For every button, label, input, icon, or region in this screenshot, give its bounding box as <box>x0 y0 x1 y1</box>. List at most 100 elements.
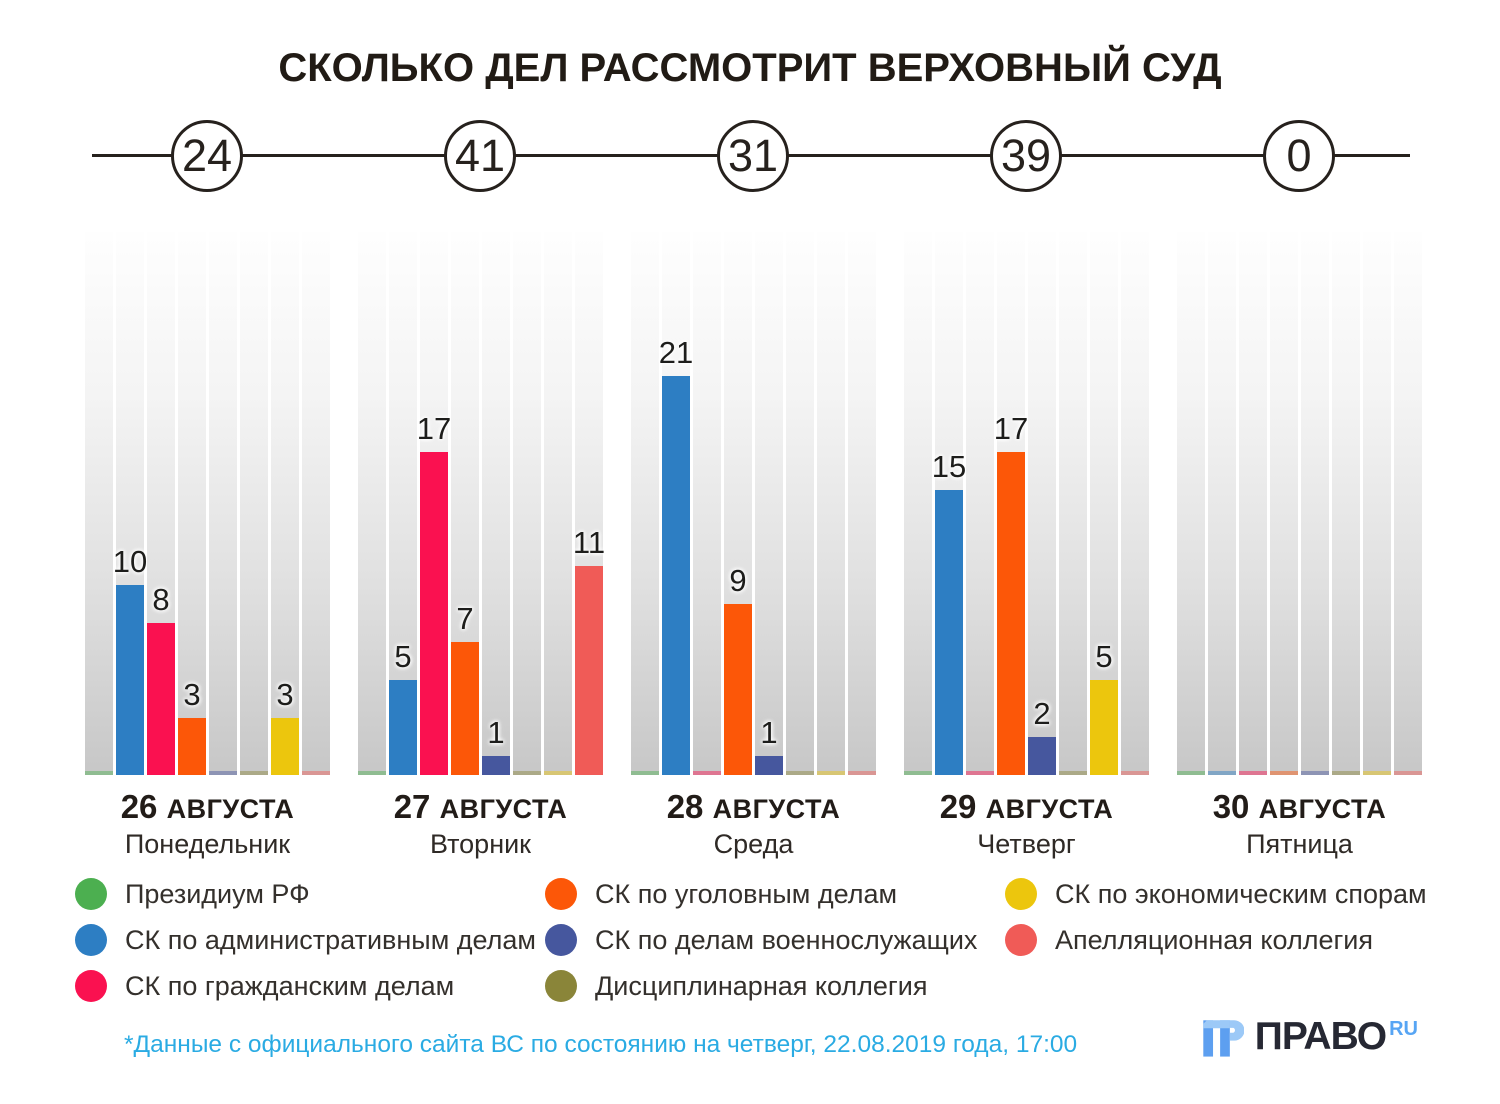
bar-slot <box>85 232 113 775</box>
bar-slot: 7 <box>451 232 479 775</box>
timeline-total-30: 0 <box>1263 120 1335 192</box>
bar-slot <box>631 232 659 775</box>
bar-slot: 5 <box>1090 232 1118 775</box>
bar-value: 17 <box>416 411 452 446</box>
bar <box>1301 771 1329 775</box>
legend-item: СК по административным делам <box>75 924 536 956</box>
day-weekday: Понедельник <box>124 828 291 859</box>
legend-color-dot <box>545 970 577 1002</box>
bar-slot: 10 <box>113 232 147 775</box>
bar-slot <box>1270 232 1298 775</box>
bar-slot: 21 <box>659 232 693 775</box>
bar-slot <box>1208 232 1236 775</box>
day-weekday: Среда <box>713 828 794 859</box>
day-date-number: 27 <box>393 788 440 825</box>
timeline-total-28: 31 <box>717 120 789 192</box>
day-label: 27 АВГУСТА Вторник <box>358 788 603 860</box>
bar-slot <box>904 232 932 775</box>
day-date: 29 АВГУСТА <box>904 788 1149 826</box>
bar-slot <box>1301 232 1329 775</box>
bar-value: 3 <box>183 677 201 712</box>
bar <box>817 771 845 775</box>
bar-value: 5 <box>1095 639 1113 674</box>
legend-color-dot <box>75 878 107 910</box>
bar-value: 8 <box>152 582 170 617</box>
bar <box>482 756 510 775</box>
bar-slot: 1 <box>755 232 783 775</box>
timeline-total-29: 39 <box>990 120 1062 192</box>
chart: 10 8 3 3 26 АВГУСТА Понедельник 5 17 7 1 11 27 АВГУ… <box>85 232 1422 872</box>
bar-slot: 8 <box>147 232 175 775</box>
legend-label: Апелляционная коллегия <box>1055 924 1374 955</box>
bar-slot <box>544 232 572 775</box>
day-date: 28 АВГУСТА <box>631 788 876 826</box>
bar-slot <box>513 232 541 775</box>
legend-color-dot <box>1005 924 1037 956</box>
bar <box>209 771 237 775</box>
day-label: 29 АВГУСТА Четверг <box>904 788 1149 860</box>
legend-color-dot <box>75 970 107 1002</box>
bar-slot <box>848 232 876 775</box>
bar <box>1177 771 1205 775</box>
bar <box>575 566 603 775</box>
bar <box>1239 771 1267 775</box>
pravo-logo-icon <box>1198 1013 1245 1063</box>
bar <box>85 771 113 775</box>
day-group-27: 5 17 7 1 11 27 АВГУСТА Вторник <box>358 232 605 872</box>
bar-slot <box>1394 232 1422 775</box>
footnote: *Данные с официального сайта ВС по состо… <box>124 1031 1078 1058</box>
bar-value: 21 <box>658 335 694 370</box>
bar-slot <box>786 232 814 775</box>
day-date-month: АВГУСТА <box>712 794 841 824</box>
timeline: 24 41 31 39 0 <box>0 120 1500 194</box>
legend-label: СК по экономическим спорам <box>1055 878 1427 909</box>
bar <box>302 771 330 775</box>
logo-wordmark: ПРАВО <box>1254 1015 1387 1058</box>
bar <box>147 623 175 775</box>
day-label: 30 АВГУСТА Пятница <box>1177 788 1422 860</box>
legend-color-dot <box>75 924 107 956</box>
bar <box>451 642 479 775</box>
bar <box>724 604 752 775</box>
legend-column-1: Президиум РФ СК по административным делам… <box>75 878 536 1016</box>
bar <box>178 718 206 775</box>
day-weekday: Пятница <box>1246 828 1353 859</box>
bar <box>1028 737 1056 775</box>
bar <box>1090 680 1118 775</box>
bar-slot <box>817 232 845 775</box>
bar-columns: 10 8 3 3 <box>85 232 330 775</box>
day-date: 27 АВГУСТА <box>358 788 603 826</box>
bar-value: 15 <box>931 449 967 484</box>
bar-columns: 21 9 1 <box>631 232 876 775</box>
bar-value: 1 <box>760 715 778 750</box>
bar <box>848 771 876 775</box>
legend-item: Дисциплинарная коллегия <box>545 970 977 1002</box>
legend-item: Президиум РФ <box>75 878 536 910</box>
bar-slot <box>240 232 268 775</box>
day-date-month: АВГУСТА <box>166 794 295 824</box>
bar <box>662 376 690 775</box>
legend-color-dot <box>1005 878 1037 910</box>
bar-value: 2 <box>1033 696 1051 731</box>
legend-color-dot <box>545 878 577 910</box>
day-date: 30 АВГУСТА <box>1177 788 1422 826</box>
legend-column-2: СК по уголовным делам СК по делам военнос… <box>545 878 977 1016</box>
bar-value: 17 <box>993 411 1029 446</box>
day-group-28: 21 9 1 28 АВГУСТА Среда <box>631 232 876 872</box>
bar <box>1270 771 1298 775</box>
legend-item: Апелляционная коллегия <box>1005 924 1427 956</box>
legend-label: Президиум РФ <box>125 878 310 909</box>
bar <box>786 771 814 775</box>
bar <box>1394 771 1422 775</box>
day-date-number: 29 <box>939 788 986 825</box>
bar <box>1121 771 1149 775</box>
day-date-month: АВГУСТА <box>985 794 1114 824</box>
bar-slot <box>693 232 721 775</box>
pravo-ru-logo: ПРАВО RU <box>1198 1013 1418 1063</box>
bar <box>755 756 783 775</box>
bar-slot: 2 <box>1028 232 1056 775</box>
bar-slot: 5 <box>389 232 417 775</box>
bar-slot: 3 <box>271 232 299 775</box>
bar-value: 5 <box>394 639 412 674</box>
